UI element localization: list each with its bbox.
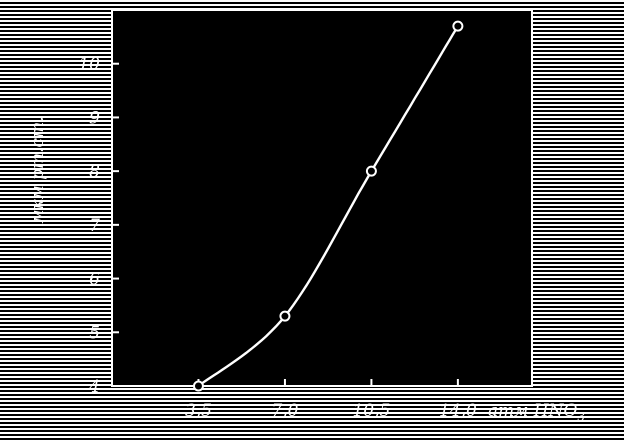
x-tick-label: 14,0 bbox=[439, 401, 477, 421]
data-point bbox=[192, 380, 204, 392]
x-axis-label-text: атм HNO bbox=[488, 401, 577, 421]
y-axis-label: мкм рт.ст. bbox=[28, 116, 48, 223]
x-tick-label: 7,0 bbox=[271, 401, 298, 421]
y-tick-label: 9 bbox=[89, 108, 100, 128]
data-point bbox=[452, 20, 464, 32]
y-tick-label: 8 bbox=[89, 162, 100, 182]
y-tick-label: 4 bbox=[88, 377, 100, 397]
plot-frame bbox=[111, 9, 533, 387]
y-tick-label: 7 bbox=[89, 216, 100, 236]
data-point bbox=[279, 310, 291, 322]
series-line bbox=[197, 25, 459, 387]
y-tick-label: 5 bbox=[89, 323, 100, 343]
x-tick-label: 3,5 bbox=[185, 401, 212, 421]
x-axis-label: атм HNO3 bbox=[488, 401, 585, 424]
y-tick-label: 10 bbox=[78, 55, 100, 75]
x-axis-label-subscript: 3 bbox=[577, 410, 585, 424]
data-point bbox=[365, 165, 377, 177]
x-tick-label: 10,5 bbox=[352, 401, 390, 421]
y-tick-label: 6 bbox=[89, 270, 100, 290]
